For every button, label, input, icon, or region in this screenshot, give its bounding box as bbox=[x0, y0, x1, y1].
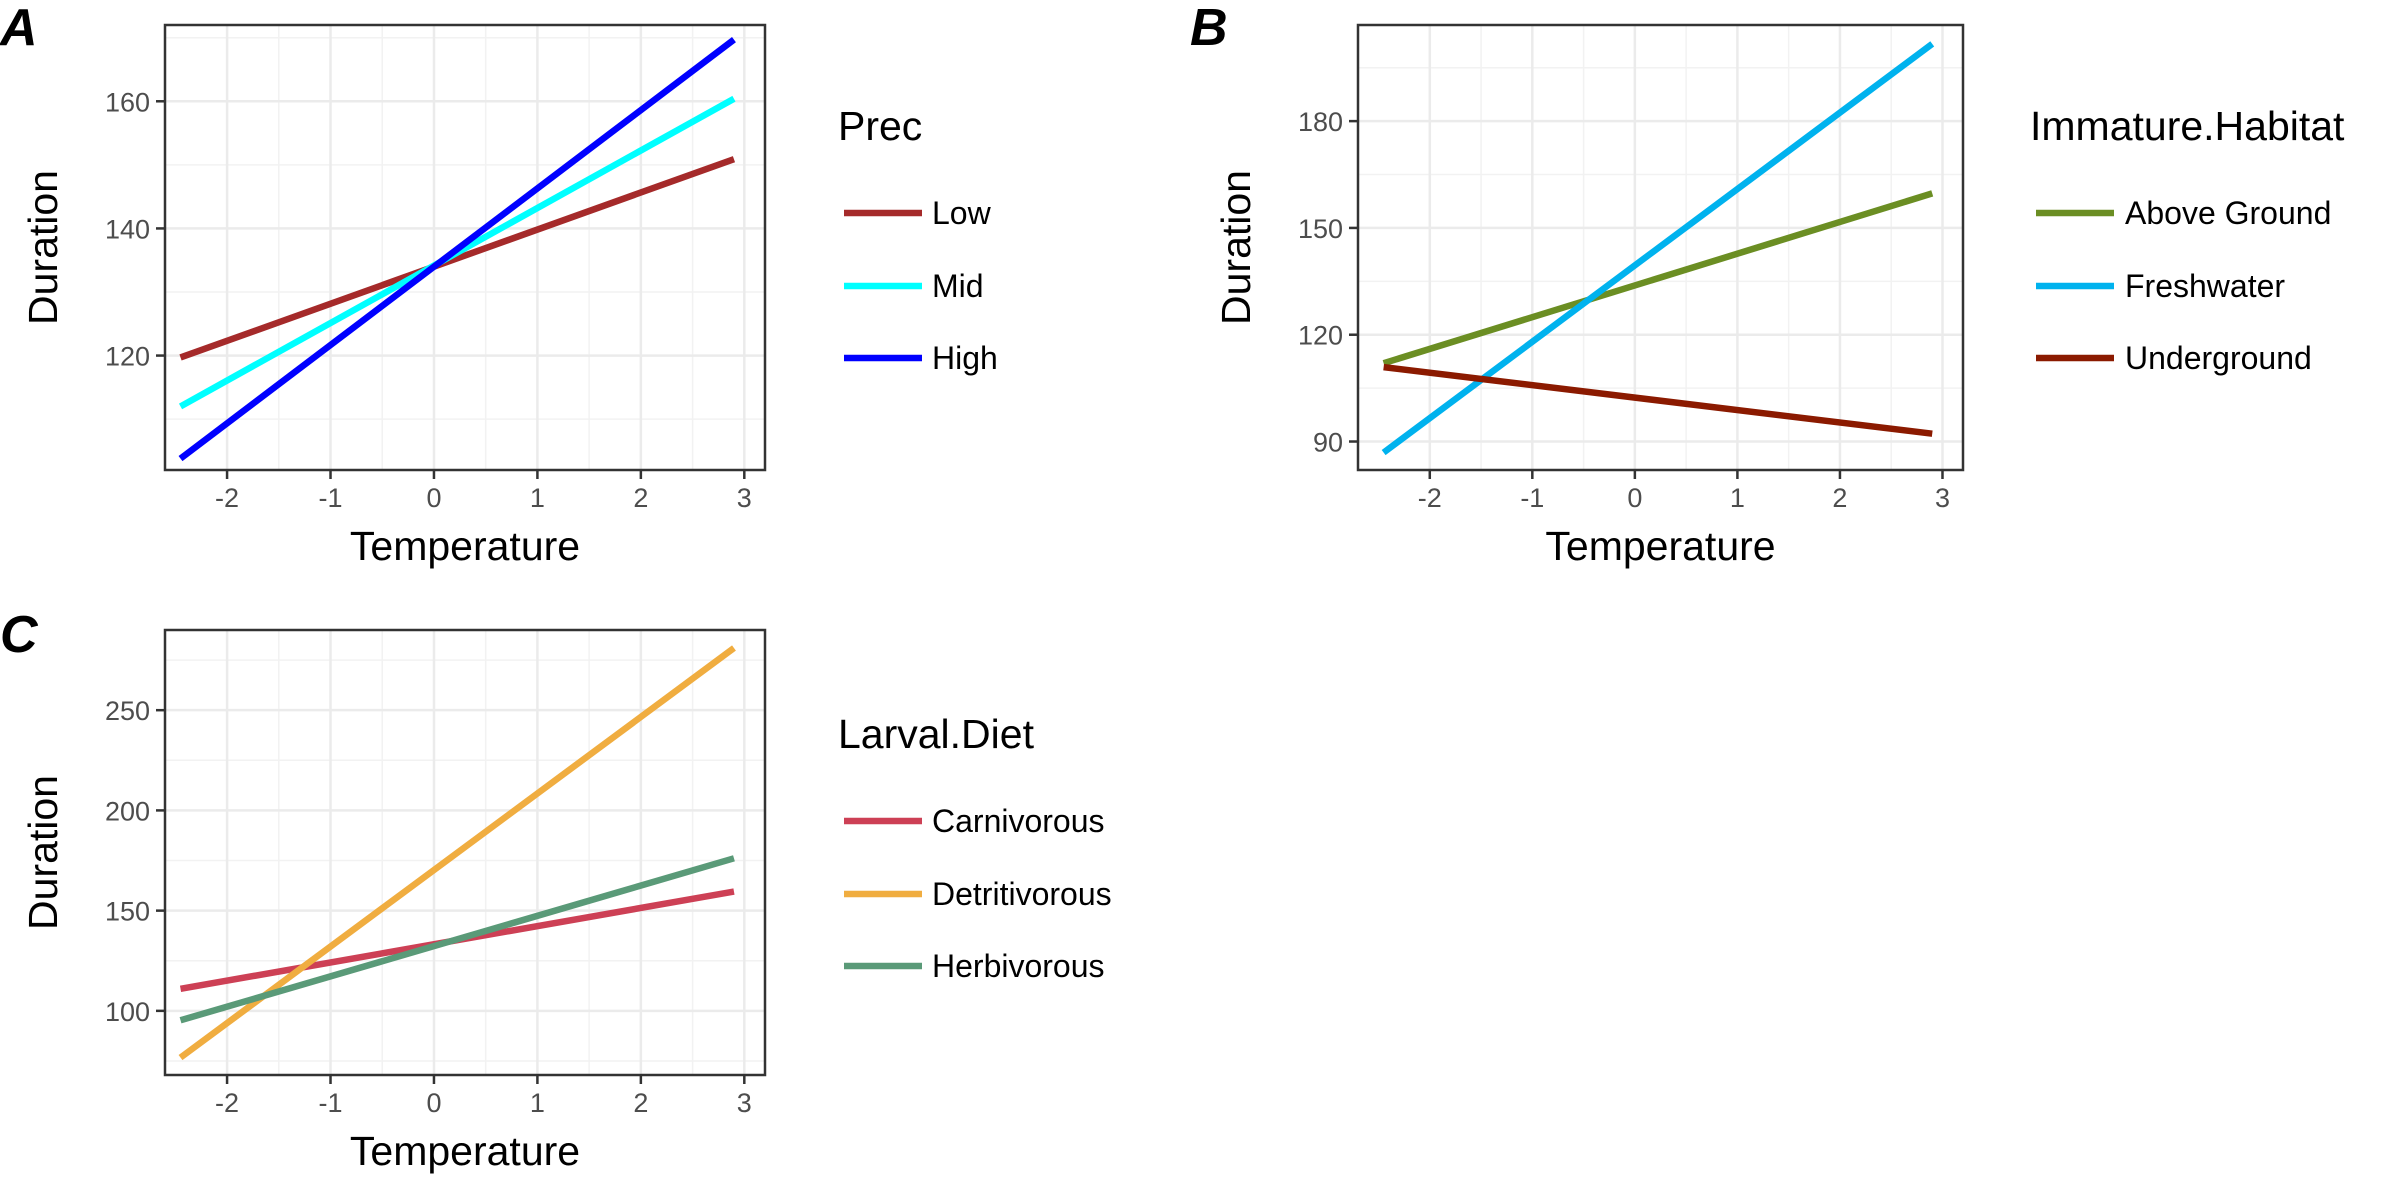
panel-a: -2 -1 0 1 2 3 120 140 160 Temperature Duration A Pre… bbox=[0, 0, 998, 569]
panel-b-y-axis-title: Duration bbox=[1213, 170, 1259, 325]
panel-c: -2 -1 0 1 2 3 100 150 200 250 Temperature Duration C… bbox=[0, 606, 1112, 1174]
panel-c-plot-border bbox=[163, 628, 767, 1077]
panel-c-tag: C bbox=[0, 606, 39, 664]
panel-a-tag: A bbox=[0, 0, 38, 57]
panel-c-y-tick-label: 250 bbox=[105, 696, 150, 726]
panel-c-x-tick-label: -1 bbox=[319, 1088, 343, 1118]
panel-b-legend-label: Freshwater bbox=[2125, 268, 2285, 304]
panel-c-legend-label: Detritivorous bbox=[932, 876, 1112, 912]
panel-b-y-tick-label: 90 bbox=[1313, 428, 1343, 458]
panel-c-x-tick-label: 2 bbox=[633, 1088, 648, 1118]
panel-c-legend: Larval.Diet Carnivorous Detritivorous Herbi… bbox=[838, 711, 1112, 984]
panel-a-plot-border bbox=[163, 23, 767, 472]
panel-b-series-line-underground bbox=[1383, 363, 1933, 437]
panel-c-legend-title: Larval.Diet bbox=[838, 711, 1035, 757]
panel-b-x-tick-label: -1 bbox=[1520, 483, 1544, 513]
panel-b-y-tick-label: 120 bbox=[1298, 321, 1343, 351]
panel-b-x-tick-label: 1 bbox=[1730, 483, 1745, 513]
panel-b-x-tick-label: 0 bbox=[1627, 483, 1642, 513]
panel-c-x-axis-title: Temperature bbox=[350, 1128, 580, 1174]
panel-a-x-tick-label: 2 bbox=[633, 483, 648, 513]
panel-b-x-tick-label: -2 bbox=[1418, 483, 1442, 513]
panel-a-x-tick-label: -2 bbox=[215, 483, 239, 513]
panel-b-x-tick-label: 3 bbox=[1935, 483, 1950, 513]
panel-b-legend-label: Above Ground bbox=[2125, 195, 2331, 231]
panel-b-tag: B bbox=[1190, 0, 1228, 57]
panel-a-y-axis-title: Duration bbox=[20, 170, 66, 325]
panel-b-legend-title: Immature.Habitat bbox=[2030, 103, 2345, 149]
panel-b-series-line-above-ground bbox=[1382, 190, 1934, 367]
panel-b-legend-label: Underground bbox=[2125, 340, 2312, 376]
panel-c-y-tick-label: 100 bbox=[105, 997, 150, 1027]
panel-a-x-tick-label: 3 bbox=[737, 483, 752, 513]
panel-c-y-tick-label: 150 bbox=[105, 897, 150, 927]
panel-c-x-tick-label: 1 bbox=[530, 1088, 545, 1118]
panel-c-x-tick-label: 3 bbox=[737, 1088, 752, 1118]
panel-a-legend-label: Low bbox=[932, 195, 992, 231]
panel-b-x-axis-title: Temperature bbox=[1545, 523, 1775, 569]
panel-a-y-tick-label: 140 bbox=[105, 214, 150, 244]
panel-b-x-tick-label: 2 bbox=[1832, 483, 1847, 513]
panel-a-legend-label: Mid bbox=[932, 268, 984, 304]
panel-a-y-tick-label: 120 bbox=[105, 342, 150, 372]
panel-c-series-line-herbivorous bbox=[179, 855, 735, 1024]
panel-a-series-line-high bbox=[178, 37, 736, 462]
panel-a-x-axis-title: Temperature bbox=[350, 523, 580, 569]
panel-b-y-tick-label: 180 bbox=[1298, 107, 1343, 137]
panel-a-legend-title: Prec bbox=[838, 103, 922, 149]
panel-b-y-tick-label: 150 bbox=[1298, 214, 1343, 244]
panel-c-legend-label: Carnivorous bbox=[932, 803, 1105, 839]
panel-a-series-line-low bbox=[179, 156, 736, 361]
panel-c-plot-background bbox=[165, 630, 765, 1075]
panel-b: -2 -1 0 1 2 3 90 120 150 180 Temperature Duration B I… bbox=[1190, 0, 2345, 569]
panel-c-series-line-detritivorous bbox=[178, 645, 736, 1061]
panel-b-legend: Immature.Habitat Above Ground Freshwater Un… bbox=[2030, 103, 2345, 376]
panel-b-series-line-freshwater bbox=[1381, 41, 1935, 456]
panel-a-x-tick-label: 0 bbox=[426, 483, 441, 513]
panel-a-x-tick-label: 1 bbox=[530, 483, 545, 513]
panel-a-y-tick-label: 160 bbox=[105, 87, 150, 117]
panel-a-legend: Prec Low Mid High bbox=[838, 103, 998, 376]
panel-c-x-tick-label: -2 bbox=[215, 1088, 239, 1118]
panel-c-legend-label: Herbivorous bbox=[932, 948, 1105, 984]
panel-c-y-axis-title: Duration bbox=[20, 775, 66, 930]
panel-a-x-tick-label: -1 bbox=[319, 483, 343, 513]
panel-b-plot-border bbox=[1356, 23, 1965, 472]
panel-c-y-tick-label: 200 bbox=[105, 796, 150, 826]
panel-c-x-tick-label: 0 bbox=[426, 1088, 441, 1118]
panel-a-legend-label: High bbox=[932, 340, 998, 376]
